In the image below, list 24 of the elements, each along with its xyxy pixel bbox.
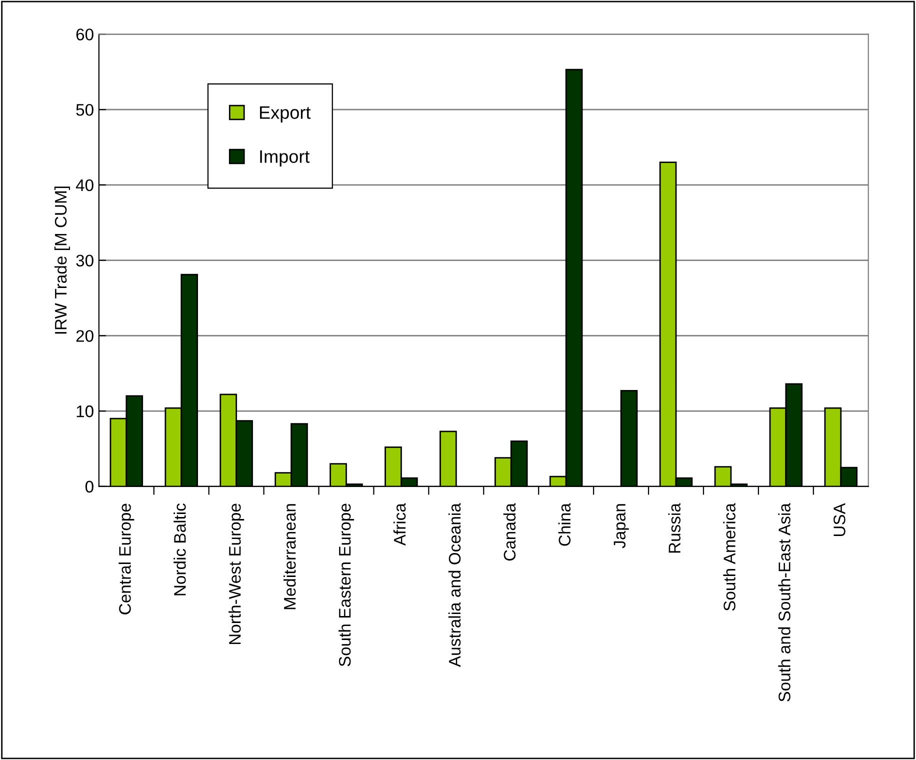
legend-label: Export [260,106,311,123]
x-tick-label: Russia [668,503,680,553]
x-tick-label: Nordic Baltic [174,504,186,596]
x-tick-label: Canada [503,503,516,561]
x-tick-label: South and South-East Asia [778,503,790,702]
x-tick-label: Australia and Oceania [448,503,461,668]
x-tick-label: North-West Europe [228,504,244,644]
x-tick-label: South Eastern Europe [338,504,354,666]
y-axis-title: IRW Trade [M CUM] [54,186,70,334]
legend-label: Import [260,150,310,167]
x-tick-label: South America [723,503,736,611]
y-tick-label: 0 [85,480,94,493]
y-tick-label: 60 [76,28,94,40]
y-tick-label: 10 [76,405,94,418]
y-tick-label: 30 [76,254,94,267]
x-tick-label: USA [834,503,846,536]
x-tick-label: Central Europe [118,504,134,614]
y-tick-label: 50 [76,104,94,116]
x-tick-label: Japan [614,504,629,548]
y-tick-label: 20 [76,330,94,342]
y-tick-label: 40 [76,179,94,192]
x-tick-label: Africa [393,503,406,546]
x-tick-label: China [558,503,571,546]
x-tick-label: Mediterranean [284,504,296,610]
